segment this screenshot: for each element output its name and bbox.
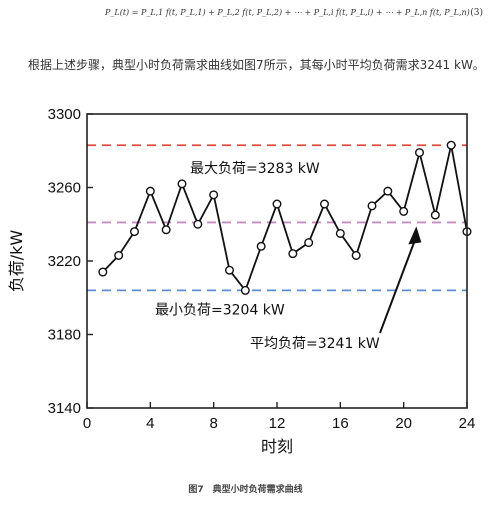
min-load-label: 最小负荷=3204 kW [155,302,285,318]
equation-number: (3) [470,8,483,18]
data-point [415,148,425,158]
data-point [367,201,377,211]
data-point [320,199,330,209]
data-point [161,225,171,235]
data-point [209,190,219,200]
max-load-label: 最大负荷=3283 kW [190,161,320,177]
plot-frame [86,113,468,409]
reference-lines [87,144,467,292]
avg-load-label: 平均负荷=3241 kW [250,336,380,352]
y-tick-label: 3260 [48,180,81,197]
x-tick-label: 12 [269,415,286,432]
x-tick-label: 0 [83,415,91,432]
y-tick-label: 3180 [48,327,81,344]
x-axis-title: 时刻 [261,437,293,456]
data-point [256,241,266,251]
annotations: 时刻 负荷/kW 最大负荷=3283 kW 最小负荷=3204 kW 平均负荷=3241… [7,161,422,456]
data-point [240,285,250,295]
data-point [129,227,139,237]
data-point [114,250,124,260]
data-point [145,186,155,196]
y-axis-title: 负荷/kW [7,230,26,293]
axis-ticks: 0 4 8 12 16 20 24 3140 3180 3220 3260 3300 [48,106,476,432]
data-point [335,228,345,238]
data-point [177,179,187,189]
x-tick-label: 4 [146,415,154,432]
data-point [288,249,298,259]
data-point [193,219,203,229]
data-point [224,265,234,275]
body-paragraph: 根据上述步骤，典型小时负荷需求曲线如图7所示，其每小时平均负荷需求3241 kW… [28,58,485,72]
figure-caption: 图7 典型小时负荷需求曲线 [188,485,303,495]
x-tick-label: 8 [209,415,217,432]
x-tick-label: 16 [332,415,349,432]
data-point [399,206,409,216]
load-demand-chart: 0 4 8 12 16 20 24 3140 3180 3220 3260 3300 时刻 负荷/kW 最… [7,106,476,456]
data-point [98,267,108,277]
x-tick-label: 20 [395,415,412,432]
data-point [383,186,393,196]
series-line [102,145,468,293]
y-tick-label: 3140 [48,400,81,417]
y-tick-label: 3300 [48,106,81,123]
avg-arrow-head [408,226,422,245]
data-point [446,140,456,150]
data-point [351,250,361,260]
avg-arrow-shaft [379,240,416,334]
x-tick-label: 24 [459,415,476,432]
data-point [430,210,440,220]
data-point [304,238,314,248]
data-point [272,199,282,209]
equation: P_L(t) = P_L,1 f(t, P_L,1) + P_L,2 f(t, … [105,8,470,17]
y-tick-label: 3220 [48,253,81,270]
series-line-layer [102,145,468,293]
